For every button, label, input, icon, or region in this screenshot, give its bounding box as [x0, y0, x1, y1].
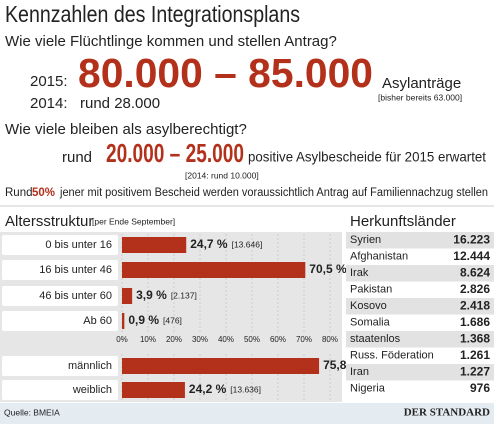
x-tick-label: 30%	[192, 335, 208, 344]
chart-title: Altersstruktur	[5, 213, 93, 230]
x-tick-label: 60%	[270, 335, 286, 344]
table-row	[346, 347, 494, 364]
label-cell	[2, 311, 118, 331]
x-tick-label: 20%	[166, 335, 182, 344]
bar	[122, 288, 133, 304]
text: positive Asylbescheide für 2015 erwartet	[248, 149, 486, 165]
country-name: Russ. Föderation	[350, 350, 434, 362]
country-value: 2.418	[460, 298, 490, 312]
footer-band	[0, 403, 494, 424]
x-tick-label: 80%	[322, 335, 338, 344]
big-number: 20.000 – 25.000	[106, 138, 244, 168]
note: [bisher bereits 63.000]	[378, 92, 462, 102]
note: [2014: rund 10.000]	[185, 170, 259, 180]
count-label: [13.636]	[230, 384, 261, 394]
value-label: 0,9 %	[128, 313, 159, 327]
bar	[122, 382, 185, 398]
count-label: [13.646]	[232, 239, 263, 249]
big-number: 80.000 – 85.000	[78, 50, 373, 96]
country-value: 2.826	[460, 282, 490, 296]
label-cell	[2, 286, 118, 306]
highlight: 50%	[32, 187, 55, 199]
question: Wie viele Flüchtlinge kommen und stellen…	[5, 33, 337, 50]
table-row	[346, 232, 494, 249]
text: Rund	[5, 187, 33, 199]
x-tick-label: 70%	[296, 335, 312, 344]
country-name: Irak	[350, 267, 369, 279]
brand: DER STANDARD	[404, 407, 490, 419]
value-label: 24,2 %	[189, 382, 227, 396]
country-value: 1.368	[460, 331, 490, 345]
source: Quelle: BMEIA	[4, 407, 60, 417]
country-value: 16.223	[453, 232, 490, 246]
y-tick-label: weiblich	[72, 384, 112, 396]
text: jener mit positivem Bescheid werden vora…	[59, 187, 488, 199]
table-row	[346, 314, 494, 331]
country-name: staatenlos	[350, 333, 401, 345]
title: Kennzahlen des Integrationsplans	[5, 1, 300, 27]
label-cell	[2, 260, 118, 280]
bar	[122, 358, 320, 374]
table-row	[346, 281, 494, 298]
table-row	[346, 248, 494, 265]
country-value: 976	[470, 381, 490, 395]
table-row	[346, 265, 494, 282]
label-cell	[2, 356, 118, 376]
year: 2015:	[30, 73, 68, 90]
y-tick-label: Ab 60	[83, 315, 112, 327]
y-tick-label: 0 bis unter 16	[45, 239, 112, 251]
chart-subtitle: [per Ende September]	[92, 216, 175, 226]
prefix: rund	[62, 149, 92, 166]
y-tick-label: 46 bis unter 60	[39, 290, 112, 302]
count-label: [476]	[163, 315, 182, 325]
question: Wie viele bleiben als asylberechtigt?	[5, 121, 247, 138]
x-tick-label: 0%	[116, 335, 128, 344]
country-value: 1.261	[460, 348, 490, 362]
x-tick-label: 50%	[244, 335, 260, 344]
value-label: 70,5 %	[309, 262, 347, 276]
y-tick-label: männlich	[68, 360, 112, 372]
bar	[122, 262, 306, 278]
country-value: 1.686	[460, 315, 490, 329]
year: 2014:	[30, 95, 68, 112]
table-title: Herkunftsländer	[350, 213, 456, 230]
count-label: [2.137]	[171, 290, 197, 300]
country-name: Nigeria	[350, 383, 386, 395]
country-value: 12.444	[453, 249, 490, 263]
bar	[122, 237, 187, 253]
table-row	[346, 331, 494, 348]
label-cell	[2, 380, 118, 400]
table-row	[346, 364, 494, 381]
y-tick-label: 16 bis unter 46	[39, 264, 112, 276]
label-cell	[2, 235, 118, 255]
unit: Asylanträge	[382, 75, 461, 92]
country-name: Afghanistan	[350, 251, 408, 263]
table-row	[346, 380, 494, 397]
x-tick-label: 10%	[140, 335, 156, 344]
country-name: Somalia	[350, 317, 391, 329]
value: rund 28.000	[80, 95, 160, 112]
country-name: Pakistan	[350, 284, 392, 296]
value-label: 24,7 %	[190, 237, 228, 251]
table-row	[346, 298, 494, 315]
x-tick-label: 40%	[218, 335, 234, 344]
country-value: 8.624	[460, 265, 490, 279]
bar	[122, 313, 125, 329]
country-name: Iran	[350, 366, 369, 378]
value-label: 3,9 %	[136, 288, 167, 302]
country-name: Syrien	[350, 234, 381, 246]
country-name: Kosovo	[350, 300, 387, 312]
country-value: 1.227	[460, 364, 490, 378]
